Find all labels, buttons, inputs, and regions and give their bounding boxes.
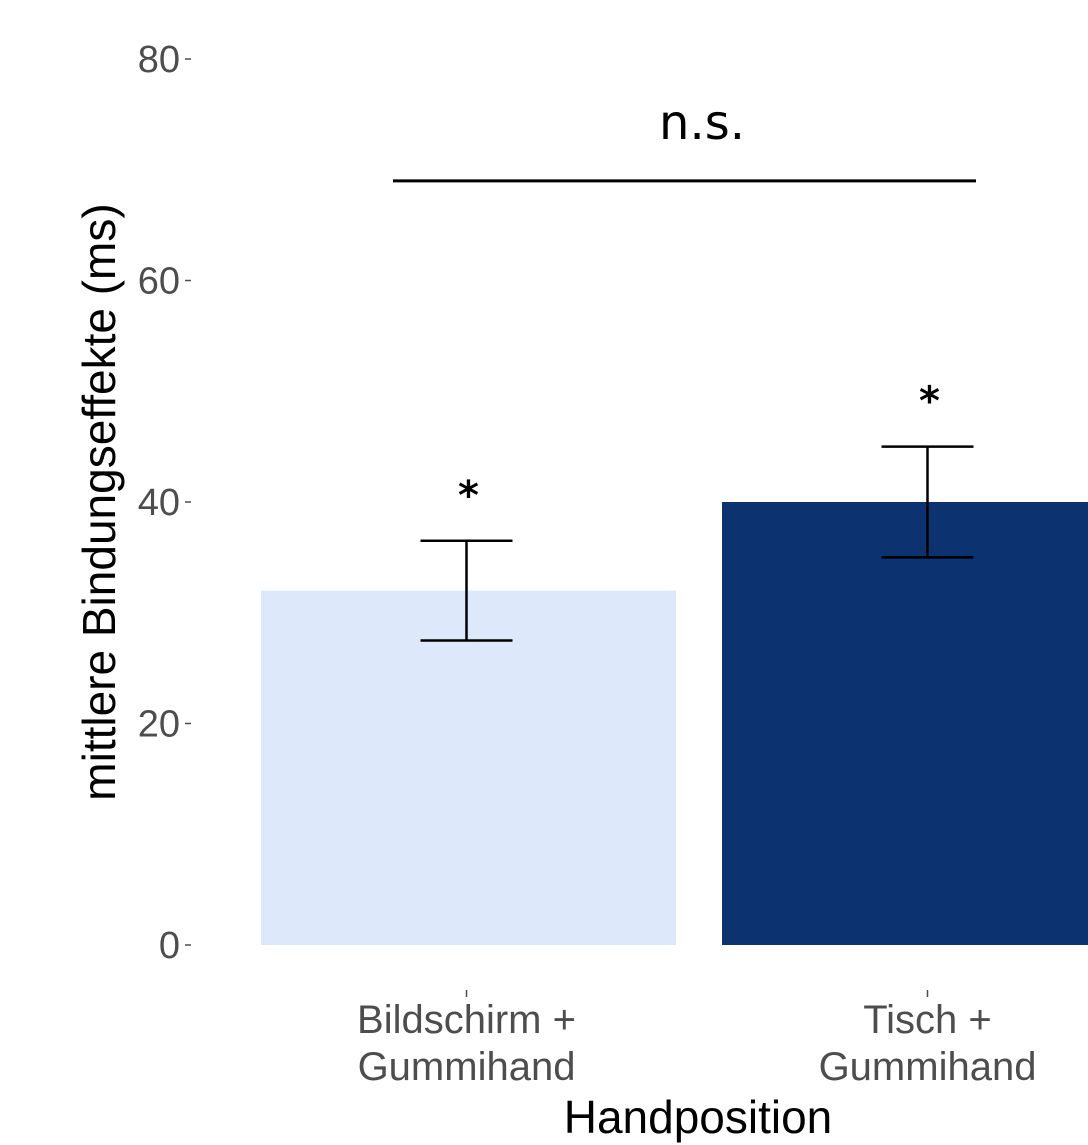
bars: [261, 502, 1088, 945]
comparison-label: n.s.: [659, 95, 745, 151]
significance-star-1: *: [458, 473, 479, 519]
comparison-bracket: n.s.: [393, 95, 976, 183]
y-tick-label: 60: [138, 261, 180, 303]
bar-1: [261, 590, 676, 945]
y-tick-label: 0: [159, 925, 180, 967]
y-axis-title: mittlere Bindungseffekte (ms): [73, 203, 125, 800]
significance-stars: **: [458, 379, 940, 519]
error-bar-2: [881, 445, 974, 559]
x-axis-title: Handposition: [564, 1091, 833, 1143]
error-bar-1: [420, 539, 513, 642]
x-tick-label: Bildschirm + Gummihand: [357, 998, 576, 1089]
x-tick-label: Tisch + Gummihand: [819, 998, 1037, 1089]
significance-star-2: *: [919, 379, 940, 425]
y-tick-label: 20: [138, 704, 180, 746]
y-tick-label: 40: [138, 482, 180, 524]
y-axis: 0 20 40 60 80: [138, 39, 191, 967]
bar-2: [722, 502, 1088, 945]
y-tick-label: 80: [138, 39, 180, 81]
error-bars: [420, 445, 974, 642]
x-axis: Bildschirm + Gummihand Tisch + Gummihand: [357, 990, 1036, 1089]
